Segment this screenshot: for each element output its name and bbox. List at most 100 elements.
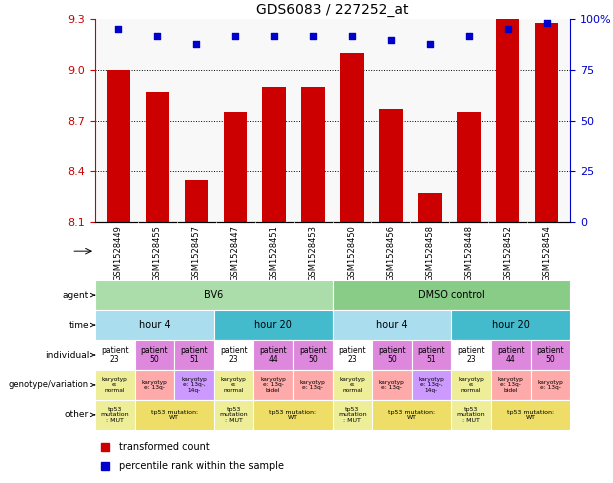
Bar xyxy=(253,340,293,370)
Text: karyotyp
e: 13q-,
14q-: karyotyp e: 13q-, 14q- xyxy=(419,377,444,393)
Bar xyxy=(262,87,286,222)
Text: patient
44: patient 44 xyxy=(259,346,287,364)
Text: other: other xyxy=(65,411,94,419)
Text: tp53
mutation
: MUT: tp53 mutation : MUT xyxy=(338,407,367,423)
Text: karyotyp
e:
normal: karyotyp e: normal xyxy=(458,377,484,393)
Text: patient
23: patient 23 xyxy=(101,346,129,364)
Text: GSM1528457: GSM1528457 xyxy=(192,225,201,281)
Bar xyxy=(491,370,530,400)
Bar xyxy=(451,310,570,340)
Point xyxy=(113,26,123,33)
Bar xyxy=(530,340,570,370)
Bar xyxy=(332,340,372,370)
Text: tp53 mutation:
WT: tp53 mutation: WT xyxy=(507,410,554,420)
Bar xyxy=(451,400,491,430)
Text: patient
23: patient 23 xyxy=(220,346,248,364)
Text: BV6: BV6 xyxy=(204,290,223,300)
Bar xyxy=(379,109,403,222)
Bar xyxy=(451,370,491,400)
Text: tp53
mutation
: MUT: tp53 mutation : MUT xyxy=(457,407,485,423)
Bar xyxy=(174,340,214,370)
Bar xyxy=(372,400,451,430)
Point xyxy=(386,36,396,43)
Bar xyxy=(340,53,364,222)
Text: karyotyp
e: 13q-: karyotyp e: 13q- xyxy=(538,380,563,390)
Bar xyxy=(412,340,451,370)
Bar xyxy=(332,400,372,430)
Bar xyxy=(530,370,570,400)
Point xyxy=(503,26,512,33)
Text: karyotyp
e: 13q-: karyotyp e: 13q- xyxy=(142,380,167,390)
Text: karyotyp
e: 13q-
bidel: karyotyp e: 13q- bidel xyxy=(498,377,524,393)
Bar xyxy=(95,370,135,400)
Bar xyxy=(253,400,332,430)
Bar xyxy=(135,400,214,430)
Text: karyotyp
e:
normal: karyotyp e: normal xyxy=(221,377,246,393)
Bar xyxy=(214,370,253,400)
Text: GSM1528453: GSM1528453 xyxy=(308,225,318,281)
Text: patient
44: patient 44 xyxy=(497,346,525,364)
Text: percentile rank within the sample: percentile rank within the sample xyxy=(119,461,284,471)
Text: tp53
mutation
: MUT: tp53 mutation : MUT xyxy=(219,407,248,423)
Text: transformed count: transformed count xyxy=(119,442,210,452)
Bar xyxy=(214,310,332,340)
Point xyxy=(542,19,552,27)
Text: GSM1528455: GSM1528455 xyxy=(153,225,162,281)
Text: patient
50: patient 50 xyxy=(299,346,327,364)
Text: patient
23: patient 23 xyxy=(457,346,485,364)
Point xyxy=(230,32,240,40)
Text: patient
51: patient 51 xyxy=(180,346,208,364)
Text: GSM1528451: GSM1528451 xyxy=(270,225,279,281)
Text: karyotyp
e: 13q-: karyotyp e: 13q- xyxy=(379,380,405,390)
Bar xyxy=(135,370,174,400)
Point xyxy=(191,40,201,47)
Text: GSM1528454: GSM1528454 xyxy=(543,225,551,281)
Text: GSM1528456: GSM1528456 xyxy=(386,225,395,281)
Bar xyxy=(293,370,332,400)
Text: karyotyp
e:
normal: karyotyp e: normal xyxy=(102,377,128,393)
Bar xyxy=(214,400,253,430)
Text: karyotyp
e: 13q-
bidel: karyotyp e: 13q- bidel xyxy=(261,377,286,393)
Text: patient
23: patient 23 xyxy=(338,346,366,364)
Bar xyxy=(418,194,441,222)
Bar xyxy=(293,340,332,370)
Text: patient
51: patient 51 xyxy=(417,346,445,364)
Text: GSM1528452: GSM1528452 xyxy=(503,225,512,281)
Text: karyotyp
e: 13q-,
14q-: karyotyp e: 13q-, 14q- xyxy=(181,377,207,393)
Bar xyxy=(332,280,570,310)
Text: tp53 mutation:
WT: tp53 mutation: WT xyxy=(388,410,435,420)
Bar xyxy=(451,340,491,370)
Bar xyxy=(185,180,208,222)
Bar xyxy=(332,310,451,340)
Bar xyxy=(535,23,558,222)
Text: hour 20: hour 20 xyxy=(492,320,530,330)
Bar xyxy=(332,370,372,400)
Bar xyxy=(491,400,570,430)
Bar xyxy=(95,340,135,370)
Text: patient
50: patient 50 xyxy=(536,346,564,364)
Bar xyxy=(95,280,332,310)
Bar xyxy=(496,0,519,222)
Point xyxy=(425,40,435,47)
Text: patient
50: patient 50 xyxy=(378,346,406,364)
Bar xyxy=(457,113,481,222)
Text: agent: agent xyxy=(63,291,94,299)
Text: karyotyp
e:
normal: karyotyp e: normal xyxy=(340,377,365,393)
Text: hour 4: hour 4 xyxy=(376,320,408,330)
Bar xyxy=(95,400,135,430)
Text: tp53 mutation:
WT: tp53 mutation: WT xyxy=(151,410,198,420)
Bar xyxy=(95,310,214,340)
Bar xyxy=(412,370,451,400)
Text: hour 20: hour 20 xyxy=(254,320,292,330)
Point xyxy=(464,32,474,40)
Point xyxy=(308,32,318,40)
Text: individual: individual xyxy=(45,351,94,359)
Text: genotype/variation: genotype/variation xyxy=(9,381,94,389)
Bar xyxy=(107,70,130,222)
Bar xyxy=(135,340,174,370)
Bar xyxy=(174,370,214,400)
Text: tp53
mutation
: MUT: tp53 mutation : MUT xyxy=(101,407,129,423)
Text: GSM1528448: GSM1528448 xyxy=(464,225,473,281)
Bar xyxy=(224,113,247,222)
Bar xyxy=(491,340,530,370)
